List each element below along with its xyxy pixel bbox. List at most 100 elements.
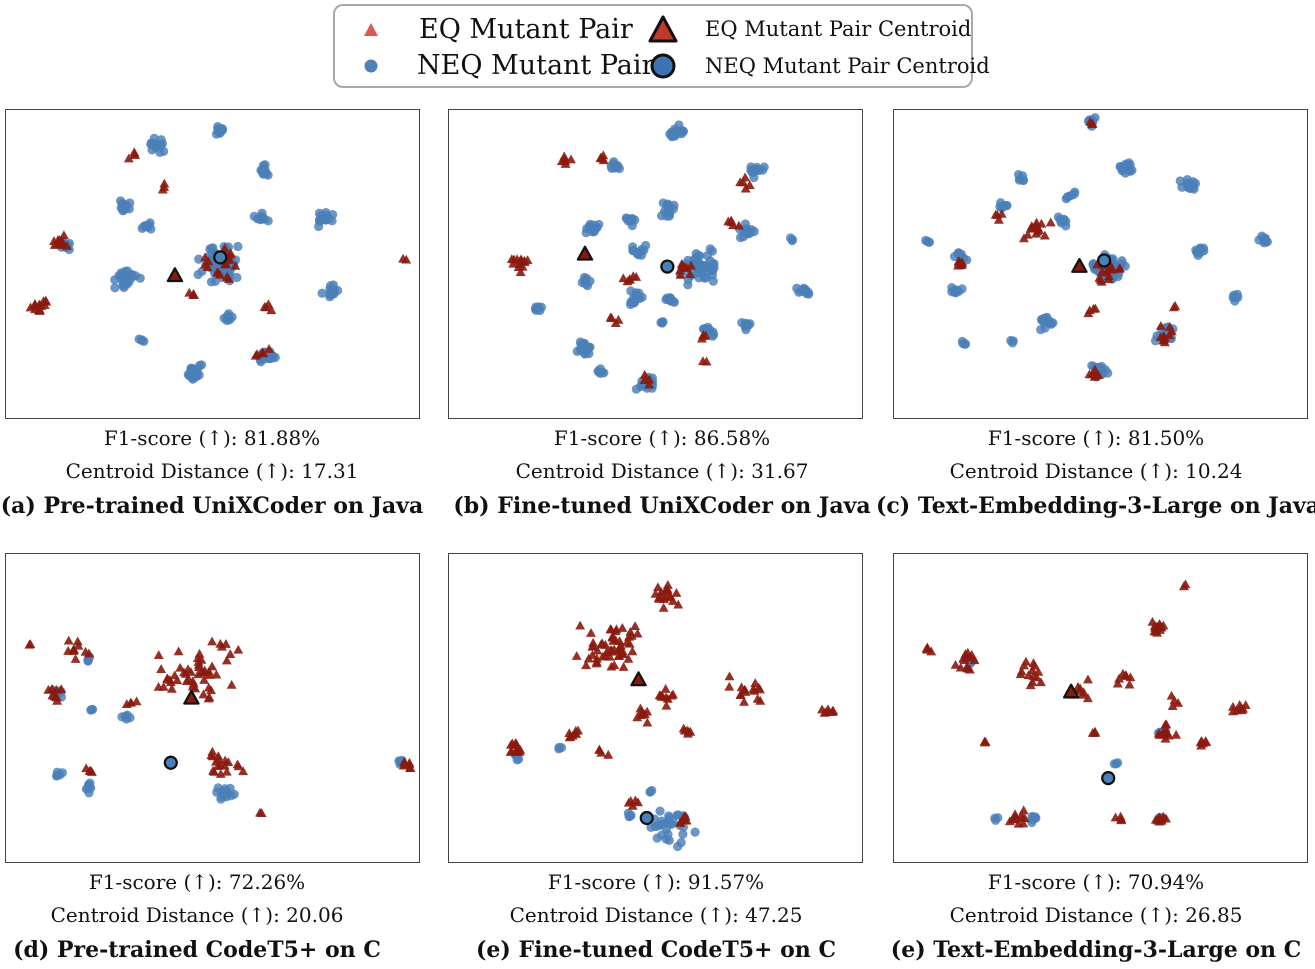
eq-mutant-pair-point <box>587 650 598 659</box>
eq-mutant-pair-point <box>129 149 140 159</box>
eq-centroid-triangle-icon <box>648 15 678 43</box>
eq-centroid-marker <box>166 267 184 283</box>
eq-mutant-pair-point <box>264 344 275 353</box>
eq-mutant-pair-point <box>508 258 519 268</box>
scatter-plot-b <box>506 120 814 394</box>
f1-score-d: F1-score (↑): 72.26% <box>88 870 306 894</box>
eq-mutant-pair-point <box>85 765 96 775</box>
neq-mutant-pair-point <box>83 656 93 666</box>
eq-mutant-pair-point <box>50 691 61 700</box>
eq-mutant-pair-point <box>736 682 747 692</box>
eq-mutant-pair-point <box>221 655 232 665</box>
eq-mutant-pair-point <box>1027 677 1038 687</box>
eq-mutant-pair-point <box>238 766 249 776</box>
eq-mutant-pair-point <box>1083 693 1093 703</box>
eq-mutant-pair-point <box>1018 233 1029 243</box>
neq-mutant-pair-point <box>1014 175 1024 185</box>
caption-f: F1-score (↑): 70.94% Centroid Distance (… <box>876 866 1315 968</box>
eq-mutant-pair-point <box>571 651 582 660</box>
scatter-panel-c <box>893 109 1308 419</box>
caption-c: F1-score (↑): 81.50% Centroid Distance (… <box>876 422 1315 524</box>
neq-mutant-pair-point <box>749 173 759 183</box>
scatter-plot-c <box>920 113 1272 382</box>
neq-mutant-pair-point <box>110 283 120 293</box>
eq-mutant-pair-point <box>636 706 647 715</box>
eq-mutant-pair-point <box>660 683 671 693</box>
eq-mutant-pair-point <box>256 808 267 818</box>
neq-mutant-pair-point <box>658 317 668 327</box>
eq-mutant-pair-point <box>121 699 132 708</box>
eq-mutant-pair-point <box>157 184 168 194</box>
neq-centroid-circle-icon <box>650 53 676 79</box>
eq-mutant-pair-point <box>954 256 965 266</box>
eq-mutant-pair-point <box>1120 670 1131 680</box>
eq-mutant-pair-point <box>1114 673 1125 683</box>
eq-mutant-pair-point <box>1158 330 1169 340</box>
neq-mutant-pair-point <box>1125 166 1135 177</box>
eq-mutant-pair-point <box>56 235 67 245</box>
centroid-distance-f: Centroid Distance (↑): 26.85 <box>949 903 1243 927</box>
eq-mutant-pair-point <box>62 241 72 250</box>
legend-item-neq: NEQ Mutant Pair <box>361 50 654 81</box>
legend-label-eq: EQ Mutant Pair <box>419 14 633 45</box>
neq-mutant-pair-point <box>267 350 277 361</box>
neq-mutant-pair-point <box>317 288 327 298</box>
eq-mutant-pair-point <box>131 696 142 706</box>
eq-mutant-pair-point <box>819 707 830 717</box>
eq-mutant-pair-point <box>212 267 223 277</box>
neq-mutant-pair-point <box>740 219 750 229</box>
scatter-panel-e <box>448 553 863 863</box>
eq-mutant-pair-point <box>211 756 221 766</box>
neq-mutant-pair-point <box>597 367 607 377</box>
caption-d: F1-score (↑): 72.26% Centroid Distance (… <box>0 866 417 968</box>
eq-mutant-pair-point <box>962 647 973 657</box>
neq-mutant-pair-point <box>655 806 665 816</box>
f1-score-f: F1-score (↑): 70.94% <box>987 870 1205 894</box>
eq-mutant-pair-point <box>206 685 217 695</box>
eq-mutant-pair-point <box>225 248 236 258</box>
eq-mutant-pair-point <box>658 602 669 612</box>
panel-title-b: (b) Fine-tuned UniXCoder on Java <box>453 493 871 519</box>
eq-mutant-pair-point <box>950 659 961 669</box>
eq-mutant-pair-point <box>1087 369 1098 379</box>
neq-mutant-pair-point <box>216 794 226 804</box>
centroid-distance-d: Centroid Distance (↑): 20.06 <box>50 903 344 927</box>
eq-mutant-pair-point <box>215 769 226 778</box>
eq-mutant-pair-point <box>204 670 215 679</box>
eq-mutant-pair-point <box>25 639 36 649</box>
eq-mutant-pair-point <box>1153 815 1163 825</box>
legend-item-eq-centroid: EQ Mutant Pair Centroid <box>647 14 971 44</box>
eq-mutant-pair-point <box>993 214 1004 224</box>
eq-mutant-pair-point <box>964 664 975 674</box>
neq-mutant-pair-point <box>678 126 689 136</box>
eq-mutant-pair-point <box>679 811 690 821</box>
eq-mutant-pair-point <box>740 172 751 182</box>
eq-mutant-pair-point <box>1171 729 1182 739</box>
eq-mutant-pair-point <box>685 269 696 278</box>
eq-mutant-pair-point <box>610 318 621 327</box>
eq-mutant-pair-point <box>158 681 169 691</box>
scatter-panel-d <box>5 553 420 863</box>
neq-mutant-pair-point <box>637 292 647 302</box>
neq-mutant-pair-point <box>678 829 688 839</box>
neq-mutant-pair-point <box>258 165 268 175</box>
eq-mutant-pair-point <box>513 742 524 752</box>
eq-mutant-pair-point <box>184 287 195 297</box>
neq-mutant-pair-point <box>87 704 98 714</box>
eq-mutant-pair-point <box>203 693 214 703</box>
eq-mutant-pair-point <box>610 626 621 636</box>
eq-mutant-pair-point <box>175 662 186 672</box>
eq-mutant-pair-point <box>1033 666 1044 676</box>
neq-mutant-pair-point <box>556 743 567 753</box>
eq-mutant-pair-point <box>827 706 838 716</box>
neq-mutant-pair-point <box>1006 335 1016 346</box>
eq-mutant-pair-point <box>30 300 40 310</box>
neq-mutant-pair-point <box>1058 214 1069 225</box>
eq-mutant-pair-point <box>203 256 214 266</box>
neq-mutant-pair-point <box>584 342 594 352</box>
neq-mutant-pair-point <box>52 770 62 780</box>
eq-mutant-pair-point <box>399 757 409 767</box>
neq-mutant-pair-point <box>213 121 223 132</box>
eq-mutant-pair-point <box>156 664 167 673</box>
neq-mutant-pair-point <box>692 257 702 267</box>
